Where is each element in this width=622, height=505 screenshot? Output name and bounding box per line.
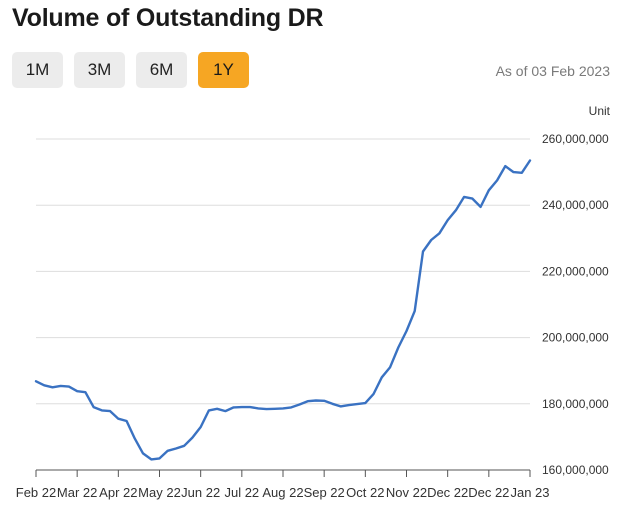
page-title: Volume of Outstanding DR (12, 4, 324, 32)
x-tick-label: Dec 22 (468, 485, 509, 500)
x-tick-label: Jan 23 (510, 485, 549, 500)
x-tick-label: Apr 22 (99, 485, 137, 500)
range-tab-6m[interactable]: 6M (136, 52, 187, 88)
x-tick-label: Jun 22 (181, 485, 220, 500)
y-tick-label: 240,000,000 (542, 198, 609, 212)
unit-label: Unit (588, 104, 610, 118)
range-tabs: 1M 3M 6M 1Y (12, 52, 249, 88)
y-tick-label: 220,000,000 (542, 264, 609, 278)
range-tab-1m[interactable]: 1M (12, 52, 63, 88)
x-tick-label: Aug 22 (262, 485, 303, 500)
x-tick-label: Feb 22 (16, 485, 56, 500)
x-tick-label: Oct 22 (346, 485, 384, 500)
x-tick-label: Mar 22 (57, 485, 97, 500)
y-tick-label: 160,000,000 (542, 463, 609, 477)
y-tick-label: 200,000,000 (542, 331, 609, 345)
range-tab-1y[interactable]: 1Y (198, 52, 249, 88)
y-tick-label: 180,000,000 (542, 397, 609, 411)
x-tick-label: Dec 22 (427, 485, 468, 500)
range-tab-3m[interactable]: 3M (74, 52, 125, 88)
series-line (34, 159, 532, 461)
x-tick-label: Jul 22 (224, 485, 259, 500)
y-tick-label: 260,000,000 (542, 132, 609, 146)
x-tick-label: May 22 (138, 485, 181, 500)
x-tick-label: Sep 22 (304, 485, 345, 500)
as-of-date: As of 03 Feb 2023 (495, 63, 610, 79)
x-tick-label: Nov 22 (386, 485, 427, 500)
